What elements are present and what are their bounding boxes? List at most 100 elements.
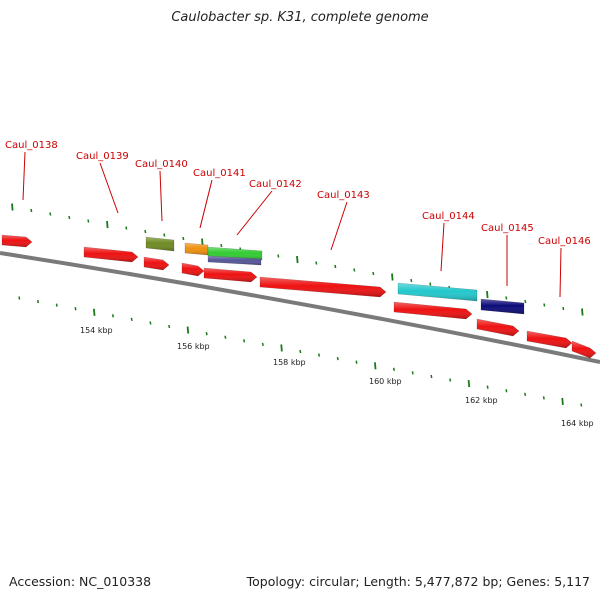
minor-tick (111, 314, 115, 318)
minor-tick (505, 296, 508, 300)
gene-label: Caul_0146 (538, 236, 591, 247)
minor-tick (543, 303, 546, 307)
genome-backbone (0, 251, 600, 364)
gene-label: Caul_0141 (193, 168, 246, 179)
orange-feature-shade (185, 243, 208, 255)
minor-tick (317, 353, 321, 357)
gene-arrow-shade (572, 341, 596, 358)
major-tick (581, 308, 584, 316)
gene-arrow-shade (182, 263, 204, 276)
minor-tick (163, 233, 166, 237)
genome-summary-text: Topology: circular; Length: 5,477,872 bp… (246, 574, 590, 589)
minor-tick (130, 317, 133, 322)
gene-arrow-shade (204, 268, 257, 282)
major-tick (186, 326, 190, 334)
label-leader-line (99, 162, 119, 214)
gene-features (1, 234, 597, 359)
gene-label-leaders (22, 151, 562, 298)
minor-tick (74, 307, 77, 311)
minor-tick (486, 385, 489, 389)
major-tick (467, 380, 471, 388)
minor-tick (243, 339, 246, 343)
minor-tick (125, 226, 128, 230)
gene-label: Caul_0143 (317, 190, 370, 201)
minor-tick (205, 332, 208, 336)
scale-label: 156 kbp (177, 342, 210, 351)
minor-tick (336, 356, 339, 361)
minor-tick (372, 271, 375, 276)
minor-tick (144, 229, 147, 234)
minor-tick (299, 349, 302, 354)
minor-tick (430, 374, 433, 379)
major-tick (93, 308, 96, 316)
minor-tick (392, 367, 396, 371)
minor-tick (580, 403, 583, 407)
scale-label: 164 kbp (561, 419, 594, 428)
minor-tick (542, 396, 545, 400)
minor-tick (334, 264, 337, 269)
scale-label: 154 kbp (80, 326, 113, 335)
major-tick (486, 290, 489, 299)
minor-tick (168, 324, 171, 329)
gene-arrow-shade (260, 277, 386, 297)
slate-feature-shade (208, 256, 261, 265)
gene-arrow-shade (144, 257, 169, 270)
minor-tick (449, 378, 452, 382)
gene-arrow-shade (477, 319, 519, 336)
minor-tick (410, 278, 413, 283)
label-leader-line (159, 170, 163, 222)
minor-tick (315, 261, 318, 265)
scale-label: 158 kbp (273, 358, 306, 367)
minor-tick (562, 306, 565, 311)
minor-tick (505, 389, 508, 393)
navy-feature-shade (481, 299, 524, 314)
label-leader-line (330, 201, 348, 251)
minor-tick (277, 254, 280, 258)
cyan-feature-shade (398, 283, 477, 301)
scale-label: 162 kbp (465, 396, 498, 405)
green-feature-shade (208, 247, 262, 260)
lower-tick-row (18, 296, 583, 407)
gene-arrow-shade (394, 302, 472, 319)
minor-tick (68, 215, 71, 220)
minor-tick (261, 342, 264, 347)
gene-arrow-shade (84, 247, 138, 262)
major-tick (374, 362, 377, 370)
major-tick (296, 255, 299, 264)
minor-tick (87, 219, 90, 223)
major-tick (106, 220, 109, 229)
gene-label: Caul_0138 (5, 140, 58, 151)
minor-tick (353, 268, 356, 272)
minor-tick (524, 299, 527, 304)
gene-label: Caul_0145 (481, 223, 534, 234)
olive-feature-shade (146, 237, 174, 251)
gene-arrow-shade (2, 235, 32, 247)
gene-label: Caul_0142 (249, 179, 302, 190)
label-leader-line (559, 247, 562, 298)
label-leader-line (199, 179, 213, 229)
minor-tick (55, 303, 58, 307)
major-tick (280, 344, 283, 352)
minor-tick (220, 243, 223, 248)
minor-tick (18, 296, 21, 300)
gene-label: Caul_0139 (76, 151, 129, 162)
minor-tick (524, 392, 527, 396)
minor-tick (30, 208, 33, 213)
gene-label: Caul_0144 (422, 211, 475, 222)
minor-tick (224, 335, 227, 339)
label-leader-line (440, 222, 445, 272)
major-tick (201, 238, 204, 246)
scale-label: 160 kbp (369, 377, 402, 386)
gene-arrow-shade (527, 331, 572, 348)
major-tick (11, 203, 14, 211)
minor-tick (36, 299, 40, 304)
upper-tick-row (11, 203, 584, 316)
genome-title: Caulobacter sp. K31, complete genome (171, 10, 429, 25)
minor-tick (182, 236, 185, 241)
minor-tick (49, 212, 52, 216)
minor-tick (411, 371, 414, 375)
accession-text: Accession: NC_010338 (9, 574, 152, 589)
major-tick (561, 397, 564, 406)
label-leader-line (236, 190, 273, 236)
